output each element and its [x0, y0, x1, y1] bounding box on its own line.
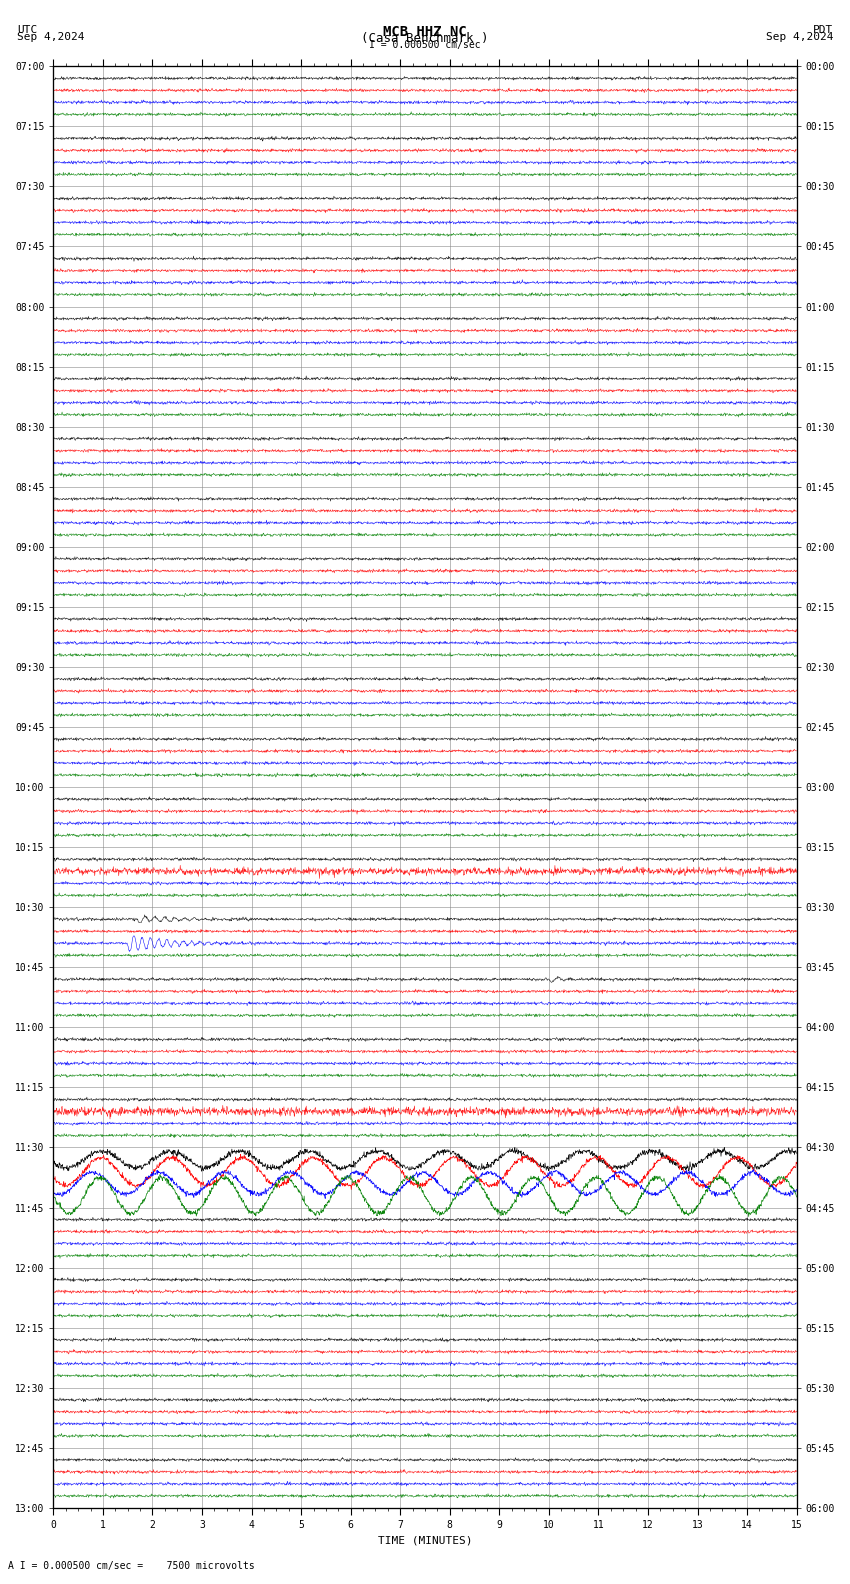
Text: I = 0.000500 cm/sec: I = 0.000500 cm/sec	[369, 40, 481, 51]
Text: UTC: UTC	[17, 24, 37, 35]
Text: Sep 4,2024: Sep 4,2024	[17, 32, 84, 43]
X-axis label: TIME (MINUTES): TIME (MINUTES)	[377, 1535, 473, 1546]
Text: PDT: PDT	[813, 24, 833, 35]
Text: A I = 0.000500 cm/sec =    7500 microvolts: A I = 0.000500 cm/sec = 7500 microvolts	[8, 1562, 255, 1571]
Text: (Casa Benchmark ): (Casa Benchmark )	[361, 32, 489, 46]
Text: Sep 4,2024: Sep 4,2024	[766, 32, 833, 43]
Text: MCB HHZ NC: MCB HHZ NC	[383, 24, 467, 38]
